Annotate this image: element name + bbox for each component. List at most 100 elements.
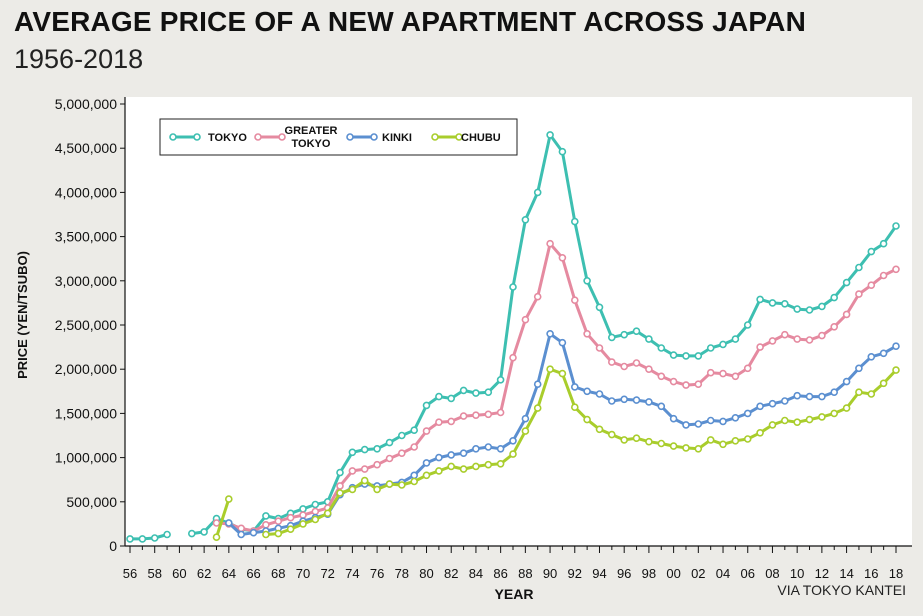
x-tick-label: 92: [568, 566, 582, 581]
y-tick-label: 2,500,000: [55, 317, 117, 333]
chart-subtitle: 1956-2018: [14, 44, 144, 74]
data-point-chubu: [496, 459, 505, 468]
data-point-chubu: [818, 413, 826, 421]
data-point-kinki: [879, 349, 888, 358]
data-point-greater_tokyo: [818, 331, 826, 340]
data-point-greater_tokyo: [842, 310, 851, 319]
data-point-greater_tokyo: [262, 520, 270, 529]
data-point-greater_tokyo: [879, 271, 888, 280]
data-point-greater_tokyo: [274, 517, 283, 526]
data-point-tokyo: [805, 306, 814, 314]
data-point-chubu: [212, 533, 221, 542]
data-point-chubu: [546, 365, 554, 374]
data-point-tokyo: [397, 431, 406, 440]
data-point-kinki: [410, 471, 419, 480]
data-point-chubu: [521, 427, 530, 435]
data-point-tokyo: [385, 438, 394, 447]
x-tick-label: 80: [419, 566, 433, 581]
data-point-tokyo: [435, 392, 443, 401]
data-point-chubu: [570, 403, 579, 412]
data-point-chubu: [756, 428, 764, 437]
series-line-chubu: [215, 498, 231, 538]
x-tick-label: 94: [592, 566, 606, 581]
data-point-chubu: [323, 509, 332, 518]
x-tick-label: 00: [666, 566, 680, 581]
data-point-tokyo: [743, 321, 752, 329]
x-tick-label: 66: [246, 566, 260, 581]
data-point-greater_tokyo: [484, 410, 493, 419]
data-point-tokyo: [472, 389, 480, 397]
x-tick-label: 10: [790, 566, 804, 581]
data-point-kinki: [249, 528, 258, 537]
chart-title: AVERAGE PRICE OF A NEW APARTMENT ACROSS …: [14, 6, 807, 37]
data-point-chubu: [583, 415, 591, 424]
data-point-kinki: [447, 451, 456, 459]
data-point-chubu: [706, 436, 715, 444]
data-point-tokyo: [669, 351, 678, 359]
x-tick-label: 64: [222, 566, 236, 581]
data-point-kinki: [669, 414, 678, 423]
y-tick-label: 5,000,000: [55, 96, 117, 112]
y-tick-label: 4,500,000: [55, 140, 117, 156]
legend-label-chubu: CHUBU: [461, 132, 501, 144]
data-point-greater_tokyo: [892, 265, 900, 274]
data-point-tokyo: [348, 448, 357, 457]
data-point-kinki: [459, 449, 468, 458]
data-point-kinki: [435, 453, 443, 462]
data-point-kinki: [484, 443, 493, 451]
data-point-tokyo: [447, 394, 456, 403]
x-tick-label: 18: [889, 566, 903, 581]
data-point-tokyo: [484, 388, 493, 397]
data-point-greater_tokyo: [657, 372, 666, 381]
data-point-tokyo: [336, 468, 344, 477]
data-point-chubu: [620, 436, 629, 444]
data-point-tokyo: [867, 247, 876, 256]
data-point-chubu: [262, 530, 270, 539]
data-point-chubu: [830, 409, 839, 418]
data-point-tokyo: [583, 276, 591, 285]
data-point-tokyo: [731, 335, 740, 343]
data-point-chubu: [422, 471, 431, 480]
data-point-tokyo: [694, 352, 703, 360]
data-point-kinki: [237, 530, 245, 539]
legend-marker-kinki: [370, 133, 378, 141]
data-point-greater_tokyo: [719, 369, 727, 378]
data-point-tokyo: [262, 512, 270, 520]
data-point-chubu: [657, 439, 666, 448]
data-point-kinki: [533, 380, 542, 389]
x-tick-label: 82: [444, 566, 458, 581]
data-point-chubu: [286, 525, 295, 534]
data-point-chubu: [558, 369, 567, 378]
data-point-chubu: [793, 418, 802, 427]
data-point-chubu: [509, 450, 517, 458]
legend-label-line: GREATER: [285, 125, 338, 137]
x-tick-label: 16: [864, 566, 878, 581]
data-point-chubu: [805, 415, 814, 424]
legend-label-kinki: KINKI: [382, 132, 412, 144]
data-point-greater_tokyo: [632, 359, 641, 367]
data-point-greater_tokyo: [533, 292, 542, 301]
data-point-chubu: [360, 476, 369, 485]
data-point-greater_tokyo: [311, 507, 320, 516]
data-point-greater_tokyo: [805, 336, 814, 344]
data-point-greater_tokyo: [509, 353, 517, 362]
data-point-tokyo: [188, 529, 196, 538]
data-point-greater_tokyo: [855, 290, 863, 298]
y-tick-label: 0: [109, 538, 117, 554]
x-tick-label: 72: [320, 566, 334, 581]
data-point-kinki: [558, 338, 567, 347]
data-point-chubu: [336, 489, 344, 497]
data-point-greater_tokyo: [595, 344, 604, 352]
data-point-tokyo: [459, 386, 468, 395]
data-point-chubu: [484, 460, 493, 469]
x-tick-label: 62: [197, 566, 211, 581]
series-group: [126, 131, 900, 543]
data-point-chubu: [435, 467, 443, 475]
y-tick-label: 1,000,000: [55, 450, 117, 466]
data-point-tokyo: [150, 534, 159, 542]
data-point-chubu: [533, 404, 542, 412]
data-point-greater_tokyo: [360, 465, 369, 473]
data-point-kinki: [509, 436, 517, 445]
data-point-greater_tokyo: [435, 418, 443, 427]
x-tick-label: 04: [716, 566, 730, 581]
